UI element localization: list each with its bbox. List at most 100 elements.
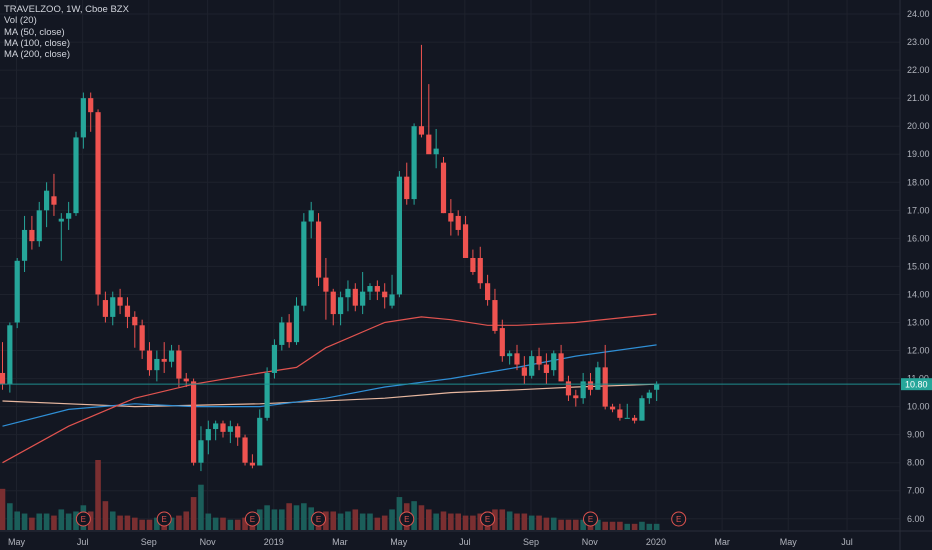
candle-body: [521, 367, 527, 376]
candle-body: [360, 291, 366, 306]
candle-body: [330, 291, 336, 315]
volume-bar: [29, 517, 35, 530]
volume-bar: [146, 519, 153, 530]
candle-body: [646, 392, 652, 399]
legend-ma200[interactable]: MA (200, close): [4, 49, 70, 61]
candle-body: [279, 322, 285, 345]
earnings-label: E: [676, 515, 681, 524]
y-tick-label: 14.00: [907, 289, 930, 299]
candle-body: [367, 286, 373, 292]
volume-bar: [293, 505, 300, 530]
volume-bar: [124, 515, 131, 530]
volume-bar: [580, 519, 586, 530]
volume-bar: [462, 515, 469, 530]
legend-ma100[interactable]: MA (100, close): [4, 37, 70, 49]
candle-body: [176, 350, 182, 379]
volume-bar: [95, 460, 101, 530]
x-tick-label: Sep: [523, 537, 539, 547]
candle-body: [404, 176, 410, 200]
volume-bar: [43, 513, 50, 530]
volume-bar: [639, 521, 645, 530]
ma200-line: [2, 383, 657, 408]
volume-bar: [58, 509, 65, 530]
volume-bar: [345, 511, 351, 530]
volume-bar: [470, 515, 476, 530]
y-tick-label: 19.00: [907, 149, 930, 159]
volume-bar: [73, 511, 79, 530]
x-tick-label: Sep: [141, 537, 157, 547]
candle-body: [293, 305, 300, 343]
volume-bar: [543, 517, 550, 530]
y-tick-label: 7.00: [907, 486, 925, 496]
y-tick-label: 15.00: [907, 261, 930, 271]
candle-body: [198, 440, 204, 463]
volume-bar: [102, 501, 109, 530]
candle-body: [80, 98, 86, 138]
candle-body: [433, 148, 439, 155]
candle-body: [205, 429, 211, 441]
volume-bar: [220, 517, 226, 530]
candle-body: [617, 409, 623, 418]
candle-body: [168, 350, 175, 362]
candle-body: [514, 353, 520, 365]
x-tick-label: May: [8, 537, 26, 547]
candle-body: [14, 260, 20, 323]
candle-body: [470, 257, 476, 273]
candle-body: [654, 384, 660, 390]
price-axis[interactable]: 24.00 23.00 22.00 21.00 20.00 19.00 18.00 17.00…: [901, 9, 932, 524]
volume-bar: [117, 515, 123, 530]
volume-bar: [286, 503, 292, 530]
volume-bar: [264, 505, 270, 530]
y-tick-label: 12.00: [907, 346, 930, 356]
candle-body: [44, 190, 50, 211]
candle-body: [587, 381, 594, 390]
volume-bar: [609, 521, 616, 530]
time-axis[interactable]: May Jul Sep Nov 2019 Mar May Jul Sep Nov 2020 Mar Ma…: [8, 537, 853, 547]
y-tick-label: 8.00: [907, 458, 925, 468]
candle-body: [382, 291, 388, 298]
earnings-label: E: [316, 515, 321, 524]
candle-body: [73, 137, 79, 214]
candle-body: [21, 229, 28, 261]
earnings-marker: [244, 511, 260, 527]
candle-body: [492, 300, 498, 331]
y-tick-label: 10.00: [907, 402, 930, 412]
volume-bar: [323, 511, 329, 530]
x-tick-label: 2019: [264, 537, 284, 547]
candle-body: [374, 286, 380, 292]
x-tick-label: Jul: [841, 537, 853, 547]
earnings-marker: [75, 511, 91, 527]
candle-body: [124, 305, 131, 317]
volume-bar: [183, 511, 190, 530]
volume-bar: [595, 519, 601, 530]
candle-body: [338, 297, 344, 315]
legend-ma50[interactable]: MA (50, close): [4, 26, 65, 38]
ma100-line: [2, 344, 657, 427]
candle-body: [0, 372, 6, 385]
candle-body: [624, 417, 630, 419]
y-tick-label: 20.00: [907, 121, 930, 131]
candle-body: [7, 325, 13, 385]
legend-title[interactable]: TRAVELZOO, 1W, Cboe BZX: [4, 4, 129, 15]
candle-body: [183, 378, 189, 382]
legend-volume[interactable]: Vol (20): [4, 15, 37, 27]
volume-bar: [301, 503, 307, 530]
candle-body: [418, 126, 425, 135]
candle-body: [58, 218, 64, 222]
earnings-marker: [156, 511, 172, 527]
candle-body: [146, 350, 153, 371]
candle-body: [102, 300, 108, 317]
y-tick-label: 21.00: [907, 93, 930, 103]
candle-body: [565, 381, 572, 396]
candle-body: [315, 221, 322, 278]
candle-body: [235, 426, 241, 438]
candle-body: [213, 423, 219, 430]
ma50-line: [2, 313, 657, 464]
candle-body: [66, 213, 72, 219]
volume-bar: [0, 488, 6, 530]
candle-body: [227, 426, 233, 432]
volume-bar: [279, 509, 285, 530]
candle-body: [485, 283, 491, 301]
